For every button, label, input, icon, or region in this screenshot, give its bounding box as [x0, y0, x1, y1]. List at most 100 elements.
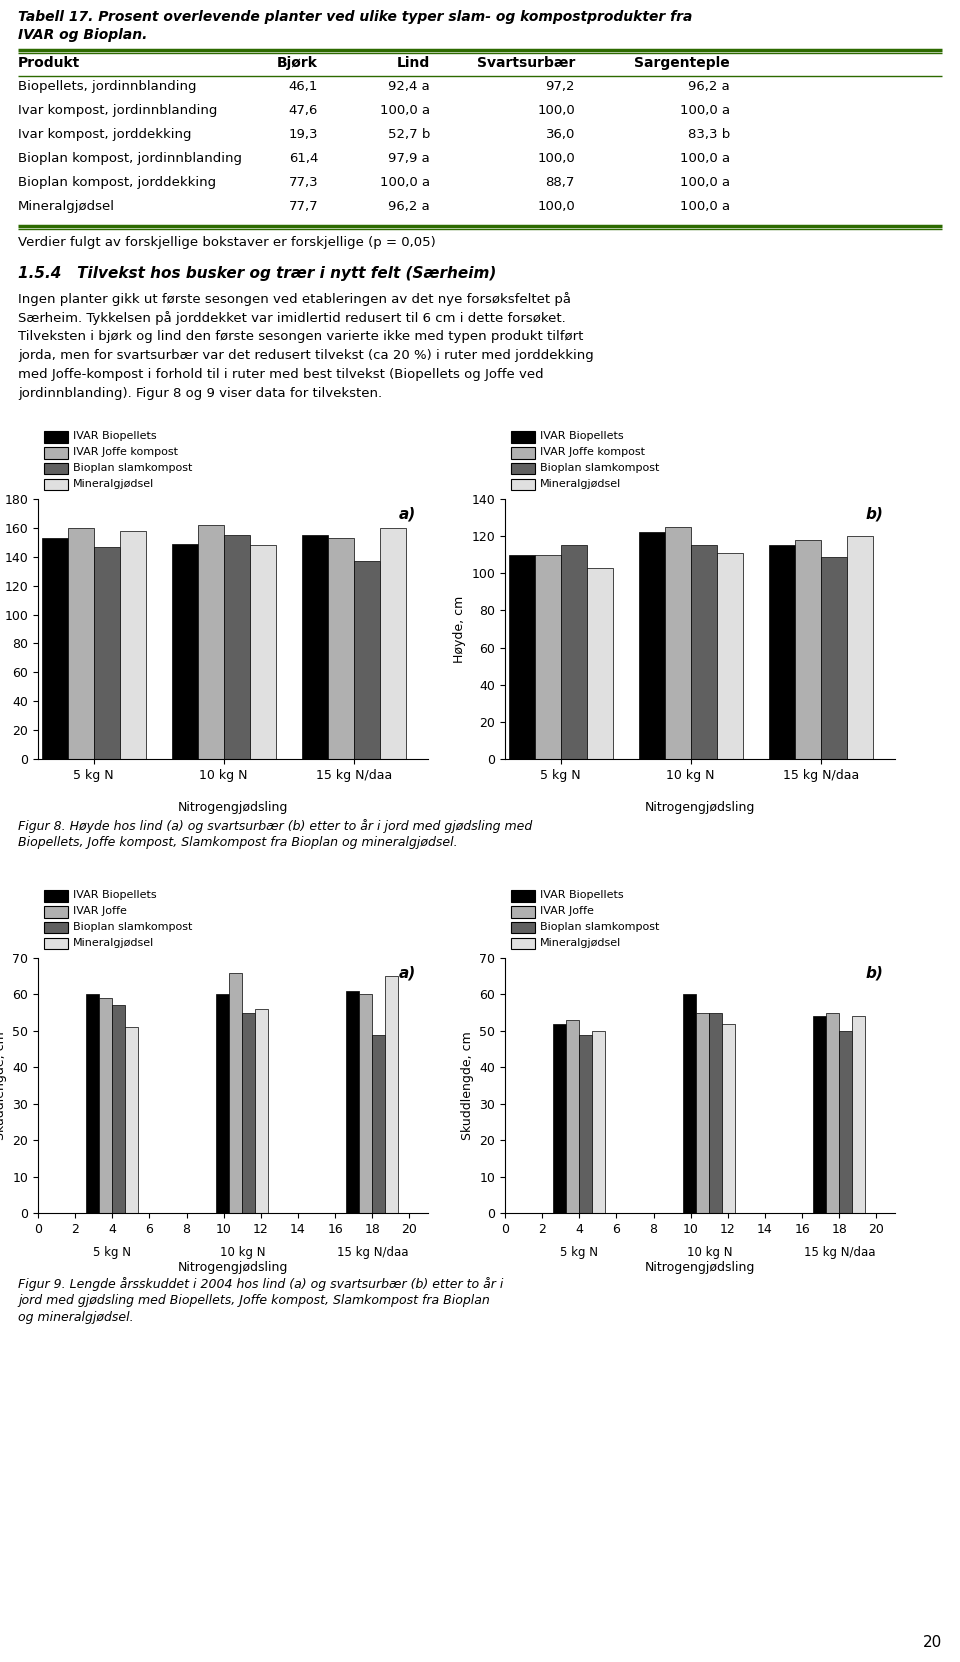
Bar [535, 555, 561, 760]
Text: Særheim. Tykkelsen på jorddekket var imidlertid redusert til 6 cm i dette forsøk: Særheim. Tykkelsen på jorddekket var imi… [18, 311, 565, 326]
Text: 100,0 a: 100,0 a [680, 176, 730, 189]
Y-axis label: Skuddlengde, cm: Skuddlengde, cm [0, 1030, 7, 1140]
Text: 100,0: 100,0 [538, 105, 575, 116]
Text: 15 kg N/daa: 15 kg N/daa [804, 1246, 875, 1260]
Bar [43, 922, 67, 934]
Bar [43, 891, 67, 902]
Bar [372, 1034, 385, 1213]
Text: Mineralgjødsel: Mineralgjødsel [540, 937, 621, 947]
Bar [587, 568, 612, 760]
Text: IVAR Biopellets: IVAR Biopellets [73, 430, 156, 440]
Bar [250, 545, 276, 760]
Text: 83,3 b: 83,3 b [687, 128, 730, 141]
Bar [839, 1030, 852, 1213]
Bar [511, 430, 535, 442]
Text: 88,7: 88,7 [545, 176, 575, 189]
Text: IVAR Joffe kompost: IVAR Joffe kompost [73, 447, 179, 457]
Text: jord med gjødsling med Biopellets, Joffe kompost, Slamkompost fra Bioplan: jord med gjødsling med Biopellets, Joffe… [18, 1295, 490, 1306]
Bar [509, 555, 535, 760]
Text: 77,7: 77,7 [288, 199, 318, 213]
Text: 10 kg N: 10 kg N [686, 1246, 732, 1260]
Text: a): a) [399, 966, 417, 981]
Bar [94, 547, 120, 760]
Text: Figur 8. Høyde hos lind (a) og svartsurbær (b) etter to år i jord med gjødsling : Figur 8. Høyde hos lind (a) og svartsurb… [18, 819, 532, 833]
Text: Tabell 17. Prosent overlevende planter ved ulike typer slam- og kompostprodukter: Tabell 17. Prosent overlevende planter v… [18, 10, 692, 23]
Text: Bioplan kompost, jorddekking: Bioplan kompost, jorddekking [18, 176, 216, 189]
Text: jordinnblanding). Figur 8 og 9 viser data for tilveksten.: jordinnblanding). Figur 8 og 9 viser dat… [18, 387, 382, 401]
Text: 96,2 a: 96,2 a [388, 199, 430, 213]
Bar [511, 891, 535, 902]
Bar [664, 527, 690, 760]
Text: 52,7 b: 52,7 b [388, 128, 430, 141]
Bar [827, 1012, 839, 1213]
Bar [99, 999, 112, 1213]
Text: IVAR Biopellets: IVAR Biopellets [540, 891, 624, 901]
Text: og mineralgjødsel.: og mineralgjødsel. [18, 1311, 133, 1325]
Bar [795, 540, 821, 760]
Text: IVAR og Bioplan.: IVAR og Bioplan. [18, 28, 148, 42]
Bar [301, 535, 327, 760]
Text: jorda, men for svartsurbær var det redusert tilvekst (ca 20 %) i ruter med jordd: jorda, men for svartsurbær var det redus… [18, 349, 593, 362]
Text: Bioplan slamkompost: Bioplan slamkompost [73, 464, 193, 474]
Text: 15 kg N/daa: 15 kg N/daa [337, 1246, 408, 1260]
Bar [347, 991, 359, 1213]
Text: IVAR Biopellets: IVAR Biopellets [73, 891, 156, 901]
Bar [43, 479, 67, 490]
Bar [41, 538, 68, 760]
Bar [172, 543, 198, 760]
Text: 92,4 a: 92,4 a [388, 80, 430, 93]
Bar [43, 430, 67, 442]
Text: 19,3: 19,3 [289, 128, 318, 141]
Text: 100,0: 100,0 [538, 151, 575, 165]
Bar [86, 994, 99, 1213]
Text: Bjørk: Bjørk [277, 57, 318, 70]
Bar [511, 447, 535, 459]
Text: 97,2: 97,2 [545, 80, 575, 93]
Text: 96,2 a: 96,2 a [688, 80, 730, 93]
Text: 61,4: 61,4 [289, 151, 318, 165]
Text: 5 kg N: 5 kg N [93, 1246, 132, 1260]
Text: 47,6: 47,6 [289, 105, 318, 116]
Text: med Joffe-kompost i forhold til i ruter med best tilvekst (Biopellets og Joffe v: med Joffe-kompost i forhold til i ruter … [18, 367, 543, 381]
Bar [224, 535, 250, 760]
Text: Mineralgjødsel: Mineralgjødsel [18, 199, 115, 213]
Text: 10 kg N: 10 kg N [220, 1246, 265, 1260]
Bar [709, 1012, 722, 1213]
Text: Biopellets, Joffe kompost, Slamkompost fra Bioplan og mineralgjødsel.: Biopellets, Joffe kompost, Slamkompost f… [18, 836, 458, 849]
Bar [359, 994, 372, 1213]
Bar [722, 1024, 735, 1213]
Bar [126, 1027, 138, 1213]
Bar [592, 1030, 606, 1213]
Text: 100,0 a: 100,0 a [380, 105, 430, 116]
Bar [847, 537, 873, 760]
Bar [690, 545, 717, 760]
Bar [229, 972, 242, 1213]
Text: 46,1: 46,1 [289, 80, 318, 93]
Text: Biopellets, jordinnblanding: Biopellets, jordinnblanding [18, 80, 197, 93]
Text: Figur 9. Lengde årsskuddet i 2004 hos lind (a) og svartsurbær (b) etter to år i: Figur 9. Lengde årsskuddet i 2004 hos li… [18, 1276, 503, 1291]
Text: Nitrogengjødsling: Nitrogengjødsling [645, 801, 756, 814]
Text: 77,3: 77,3 [288, 176, 318, 189]
Bar [380, 529, 406, 760]
Bar [242, 1012, 255, 1213]
Text: Ivar kompost, jordinnblanding: Ivar kompost, jordinnblanding [18, 105, 217, 116]
Bar [511, 937, 535, 949]
Bar [511, 922, 535, 934]
Bar [198, 525, 224, 760]
Text: IVAR Joffe kompost: IVAR Joffe kompost [540, 447, 645, 457]
Text: Mineralgjødsel: Mineralgjødsel [73, 479, 155, 489]
Text: Bioplan slamkompost: Bioplan slamkompost [540, 922, 660, 932]
Bar [579, 1034, 592, 1213]
Bar [511, 906, 535, 917]
Bar [813, 1015, 827, 1213]
Text: Nitrogengjødsling: Nitrogengjødsling [178, 801, 288, 814]
Bar [216, 994, 229, 1213]
Bar [43, 937, 67, 949]
Bar [684, 994, 696, 1213]
Text: Mineralgjødsel: Mineralgjødsel [73, 937, 155, 947]
Text: Ingen planter gikk ut første sesongen ved etableringen av det nye forsøksfeltet : Ingen planter gikk ut første sesongen ve… [18, 293, 571, 306]
Bar [821, 557, 847, 760]
Text: Bioplan slamkompost: Bioplan slamkompost [540, 464, 660, 474]
Text: Nitrogengjødsling: Nitrogengjødsling [645, 1261, 756, 1275]
Text: 5 kg N: 5 kg N [561, 1246, 598, 1260]
